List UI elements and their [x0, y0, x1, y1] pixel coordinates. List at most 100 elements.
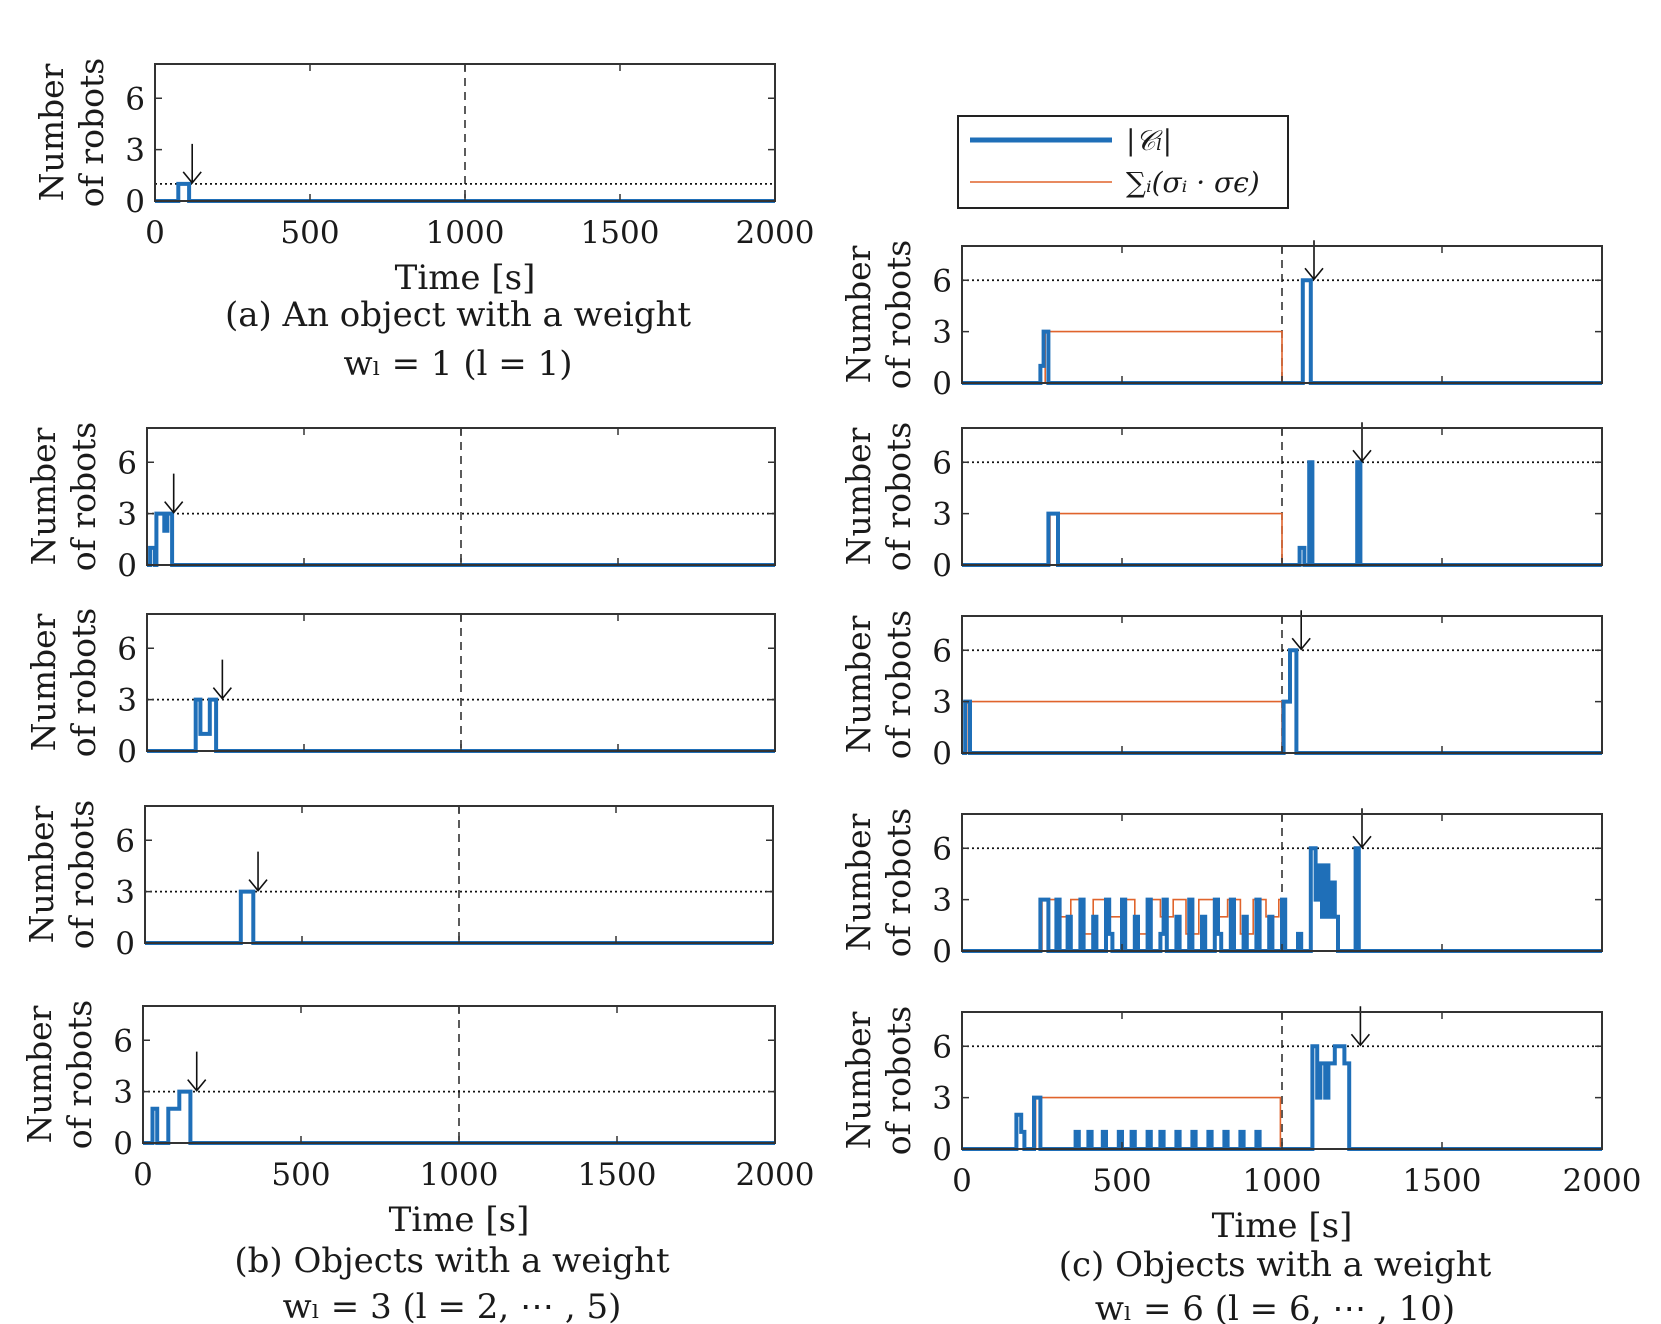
x-tick-label: 1000 — [1243, 1163, 1322, 1199]
y-tick-label: 6 — [125, 81, 145, 117]
y-axis-label-line2: of robots — [62, 800, 101, 949]
y-axis-label-line1: Number — [839, 1011, 878, 1149]
panel-b3: 0 3 6 Number of robots — [22, 800, 774, 962]
y-tick-label: 0 — [932, 736, 952, 772]
y-tick-label: 3 — [125, 133, 145, 169]
y-axis-label-line1: Number — [839, 427, 878, 565]
completion-arrow-head — [1291, 637, 1311, 651]
legend-label-sum: ∑ᵢ(σᵢ · σ𝜖) — [1126, 166, 1260, 199]
y-axis-label-line2: of robots — [879, 808, 918, 957]
y-axis-label-line1: Number — [839, 813, 878, 951]
series-cl-line — [147, 697, 775, 753]
caption-c-line1: (c) Objects with a weight — [1059, 1245, 1492, 1285]
y-tick-label: 0 — [117, 734, 137, 770]
x-tick-label: 0 — [145, 215, 165, 251]
x-tick-label: 0 — [133, 1157, 153, 1193]
caption-a-line1: (a) An object with a weight — [225, 295, 691, 335]
panel-a1: 0 3 6 0 500 1000 1500 2000 Time [s] Number of robo… — [32, 58, 814, 298]
completion-arrow-head — [187, 1079, 207, 1092]
x-tick-label: 1500 — [578, 1157, 657, 1193]
panel-b1: 0 3 6 Number of robots — [24, 422, 776, 584]
y-tick-label: 3 — [113, 1075, 133, 1111]
completion-arrow-head — [212, 687, 232, 700]
panel-c4: 0 3 6 Number of robots — [839, 808, 1603, 970]
y-tick-label: 0 — [125, 184, 145, 220]
y-axis-label-line2: of robots — [64, 608, 103, 757]
y-tick-label: 0 — [117, 548, 137, 584]
y-tick-label: 3 — [932, 497, 952, 533]
x-axis-label: Time [s] — [1212, 1206, 1353, 1246]
y-tick-label: 6 — [932, 263, 952, 299]
x-axis-label: Time [s] — [395, 258, 536, 298]
y-tick-label: 6 — [115, 823, 135, 859]
series-cl-line — [147, 511, 775, 567]
series-cl-line — [962, 648, 1602, 755]
legend-label-cl: |𝒞ₗ| — [1126, 124, 1172, 157]
x-tick-label: 1000 — [420, 1157, 499, 1193]
y-axis-label-line2: of robots — [879, 1006, 918, 1155]
y-tick-label: 0 — [932, 934, 952, 970]
y-tick-label: 6 — [932, 633, 952, 669]
completion-arrow-head — [182, 171, 202, 185]
panel-c3: 0 3 6 Number of robots — [839, 610, 1603, 772]
panel-c2: 0 3 6 Number of robots — [839, 422, 1603, 584]
y-axis-label-line2: of robots — [72, 58, 111, 207]
x-tick-label: 2000 — [1563, 1163, 1642, 1199]
x-tick-label: 1500 — [581, 215, 660, 251]
y-tick-label: 6 — [932, 1029, 952, 1065]
completion-arrow-head — [1352, 449, 1372, 463]
x-tick-label: 500 — [280, 215, 339, 251]
y-axis-label-line2: of robots — [879, 610, 918, 759]
series-cl-line — [962, 846, 1602, 953]
y-tick-label: 3 — [932, 883, 952, 919]
series-cl-line — [962, 278, 1602, 385]
y-axis-label-line1: Number — [839, 245, 878, 383]
y-axis-label-line2: of robots — [879, 240, 918, 389]
y-tick-label: 0 — [113, 1126, 133, 1162]
x-tick-label: 2000 — [736, 215, 815, 251]
y-tick-label: 3 — [115, 875, 135, 911]
y-axis-label-line2: of robots — [879, 422, 918, 571]
completion-arrow-head — [1350, 1033, 1371, 1047]
y-tick-label: 3 — [932, 315, 952, 351]
y-tick-label: 6 — [113, 1023, 133, 1059]
y-tick-label: 3 — [932, 685, 952, 721]
y-tick-label: 6 — [932, 831, 952, 867]
legend-box — [957, 115, 1289, 209]
y-axis-label-line1: Number — [20, 1005, 59, 1143]
caption-c-line2: wₗ = 6 (l = 6, ⋯ , 10) — [1095, 1289, 1455, 1324]
legend: |𝒞ₗ| ∑ᵢ(σᵢ · σ𝜖) — [957, 115, 1289, 209]
y-axis-label-line1: Number — [839, 615, 878, 753]
completion-arrow-head — [248, 879, 268, 892]
caption-b-line2: wₗ = 3 (l = 2, ⋯ , 5) — [283, 1287, 622, 1324]
completion-arrow-head — [1352, 835, 1372, 849]
y-axis-label-line1: Number — [32, 63, 71, 201]
x-tick-label: 1500 — [1403, 1163, 1482, 1199]
y-tick-label: 0 — [932, 366, 952, 402]
panel-b2: 0 3 6 Number of robots — [24, 608, 776, 770]
y-tick-label: 3 — [117, 683, 137, 719]
panel-b4: 0 3 6 0 500 1000 1500 2000 Time [s] Number of robo… — [20, 1000, 814, 1240]
x-tick-label: 2000 — [736, 1157, 815, 1193]
y-tick-label: 6 — [117, 445, 137, 481]
x-tick-label: 0 — [952, 1163, 972, 1199]
y-axis-label-line2: of robots — [60, 1000, 99, 1149]
series-cl-line — [962, 1044, 1602, 1151]
x-tick-label: 500 — [271, 1157, 330, 1193]
y-tick-label: 6 — [117, 631, 137, 667]
panel-c5: 0 3 6 0 500 1000 1500 2000 Time [s] Number of robo… — [839, 1006, 1641, 1246]
x-tick-label: 1000 — [426, 215, 505, 251]
x-axis-label: Time [s] — [389, 1200, 530, 1240]
completion-arrow-head — [1304, 267, 1324, 281]
y-tick-label: 3 — [117, 497, 137, 533]
y-tick-label: 0 — [115, 926, 135, 962]
caption-a-line2: wₗ = 1 (l = 1) — [343, 344, 572, 384]
y-axis-label-line1: Number — [22, 805, 61, 943]
completion-arrow-head — [164, 501, 184, 514]
x-tick-label: 500 — [1092, 1163, 1151, 1199]
series-cl-line — [143, 1089, 775, 1145]
y-axis-label-line1: Number — [24, 613, 63, 751]
y-tick-label: 6 — [932, 445, 952, 481]
